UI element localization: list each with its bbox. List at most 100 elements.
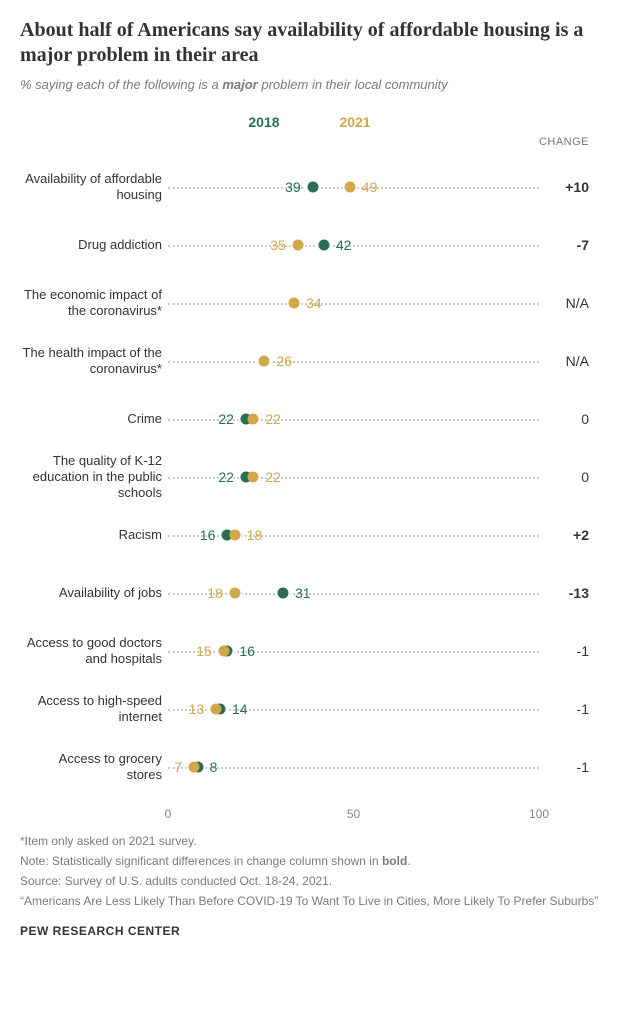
dot-2021: [211, 704, 222, 715]
row-plot: 1615: [168, 643, 539, 659]
chart-row: The health impact of the coronavirus* 26 N…: [20, 332, 599, 390]
footnotes: *Item only asked on 2021 survey. Note: St…: [20, 832, 599, 910]
value-2021: 22: [265, 469, 281, 485]
attribution: PEW RESEARCH CENTER: [20, 924, 599, 938]
value-2018: 14: [232, 701, 248, 717]
value-2021: 26: [276, 353, 292, 369]
chart-row: The quality of K-12 education in the pub…: [20, 448, 599, 506]
row-label: Access to high-speed internet: [20, 693, 168, 726]
value-2018: 8: [210, 759, 218, 775]
value-2018: 39: [285, 179, 301, 195]
dotted-line: [168, 767, 539, 769]
dot-2021: [218, 646, 229, 657]
dot-2021: [289, 298, 300, 309]
row-label: The health impact of the coronavirus*: [20, 345, 168, 378]
chart-row: Access to grocery stores87-1: [20, 738, 599, 796]
dot-2021: [259, 356, 270, 367]
chart-title: About half of Americans say availability…: [20, 18, 599, 68]
dot-2021: [229, 588, 240, 599]
chart-row: Availability of jobs3118-13: [20, 564, 599, 622]
row-label: Racism: [20, 527, 168, 543]
dot-2021: [248, 414, 259, 425]
dot-2021: [229, 530, 240, 541]
dot-2018: [278, 588, 289, 599]
x-axis: 0 50 100: [20, 796, 599, 818]
value-2021: 18: [247, 527, 263, 543]
row-label: Availability of jobs: [20, 585, 168, 601]
dot-2021: [188, 762, 199, 773]
change-value: -1: [539, 643, 599, 659]
dot-2021: [292, 240, 303, 251]
value-2021: 49: [362, 179, 378, 195]
value-2018: 22: [218, 469, 234, 485]
dotted-line: [168, 361, 539, 363]
footnote-line: *Item only asked on 2021 survey.: [20, 832, 599, 850]
value-2021: 7: [174, 759, 182, 775]
value-2018: 16: [239, 643, 255, 659]
change-value: -13: [539, 585, 599, 601]
value-2021: 35: [270, 237, 286, 253]
row-label: The economic impact of the coronavirus*: [20, 287, 168, 320]
dot-2021: [344, 182, 355, 193]
row-plot: 3118: [168, 585, 539, 601]
row-plot: 22 22: [168, 469, 539, 485]
legend-2021: 2021: [339, 114, 370, 130]
row-plot: 14 13: [168, 701, 539, 717]
chart-row: Racism1618+2: [20, 506, 599, 564]
dot-2018: [318, 240, 329, 251]
legend: 2018 2021: [20, 114, 599, 130]
axis-tick: 100: [529, 807, 549, 821]
row-label: Drug addiction: [20, 237, 168, 253]
change-value: 0: [539, 411, 599, 427]
footnote-line: Note: Statistically significant differen…: [20, 852, 599, 870]
row-label: Access to grocery stores: [20, 751, 168, 784]
row-plot: 42 35: [168, 237, 539, 253]
change-value: +2: [539, 527, 599, 543]
value-2021: 18: [207, 585, 223, 601]
chart-row: The economic impact of the coronavirus* 3…: [20, 274, 599, 332]
row-plot: 1618: [168, 527, 539, 543]
value-2018: 16: [200, 527, 216, 543]
row-label: Availability of affordable housing: [20, 171, 168, 204]
change-value: N/A: [539, 295, 599, 311]
dot-plot-chart: Availability of affordable housing 39 49 +1…: [20, 158, 599, 796]
legend-2018: 2018: [248, 114, 279, 130]
row-plot: 26: [168, 353, 539, 369]
dot-2018: [307, 182, 318, 193]
dotted-line: [168, 245, 539, 247]
change-value: -1: [539, 701, 599, 717]
change-value: -7: [539, 237, 599, 253]
value-2021: 13: [189, 701, 205, 717]
dotted-line: [168, 593, 539, 595]
change-header: CHANGE: [20, 136, 599, 148]
chart-row: Drug addiction 42 35 -7: [20, 216, 599, 274]
change-value: 0: [539, 469, 599, 485]
value-2021: 34: [306, 295, 322, 311]
change-value: -1: [539, 759, 599, 775]
change-value: +10: [539, 179, 599, 195]
row-plot: 39 49: [168, 179, 539, 195]
chart-subtitle: % saying each of the following is a majo…: [20, 76, 599, 94]
chart-row: Availability of affordable housing 39 49 +1…: [20, 158, 599, 216]
row-label: The quality of K-12 education in the pub…: [20, 453, 168, 502]
subtitle-part-b: problem in their local community: [258, 77, 448, 92]
axis-tick: 0: [165, 807, 172, 821]
row-plot: 34: [168, 295, 539, 311]
axis-tick: 50: [347, 807, 360, 821]
row-label: Crime: [20, 411, 168, 427]
chart-row: Crime 22 22 0: [20, 390, 599, 448]
row-label: Access to good doctors and hospitals: [20, 635, 168, 668]
value-2018: 22: [218, 411, 234, 427]
chart-row: Access to high-speed internet 14 13 -1: [20, 680, 599, 738]
row-plot: 22 22: [168, 411, 539, 427]
value-2018: 42: [336, 237, 352, 253]
row-plot: 87: [168, 759, 539, 775]
value-2021: 15: [196, 643, 212, 659]
footnote-line: “Americans Are Less Likely Than Before C…: [20, 892, 599, 910]
subtitle-major: major: [222, 77, 257, 92]
dotted-line: [168, 303, 539, 305]
subtitle-part-a: % saying each of the following is a: [20, 77, 222, 92]
footnote-line: Source: Survey of U.S. adults conducted …: [20, 872, 599, 890]
change-value: N/A: [539, 353, 599, 369]
value-2021: 22: [265, 411, 281, 427]
